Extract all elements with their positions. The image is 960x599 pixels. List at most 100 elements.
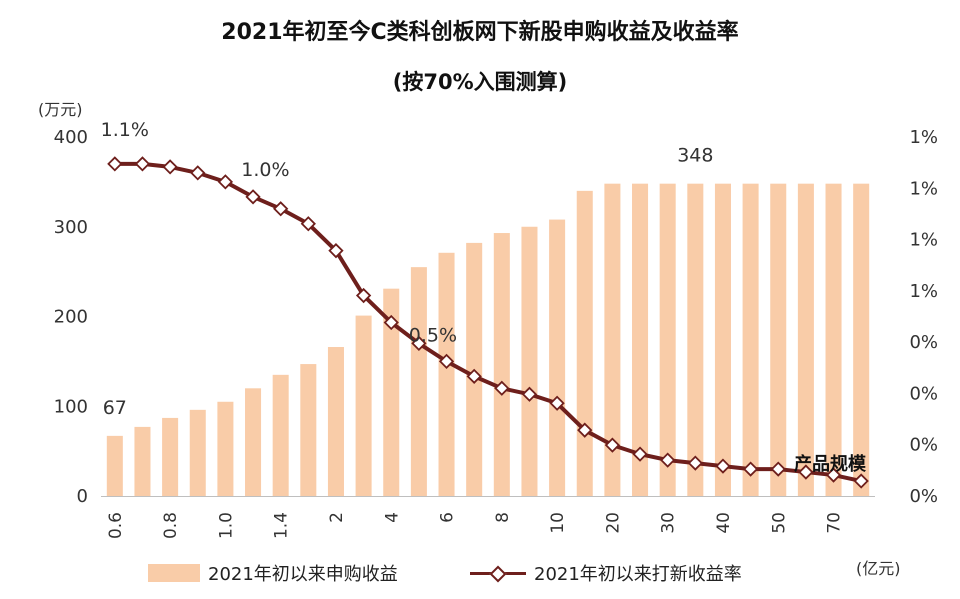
bar — [327, 347, 344, 496]
y-right-tick-label: 1% — [909, 281, 938, 302]
bar — [714, 183, 731, 497]
line-marker — [300, 216, 316, 232]
line-marker — [660, 452, 676, 468]
line-series-path — [114, 161, 862, 483]
x-tick-label: 2 — [327, 512, 347, 523]
line-marker — [604, 437, 621, 453]
bar — [438, 252, 455, 496]
bar — [410, 267, 427, 496]
line-marker — [134, 156, 151, 172]
line-marker — [245, 189, 261, 205]
bar — [797, 183, 814, 497]
y-right-tick-label: 1% — [909, 127, 938, 148]
data-label: 1.1% — [101, 119, 149, 141]
bar — [106, 435, 123, 496]
y-right-tick-label: 0% — [909, 486, 938, 507]
y-right-tick-label: 0% — [909, 383, 938, 404]
y-left-tick-label: 400 — [54, 127, 88, 148]
chart-subtitle: (按70%入围测算) — [392, 70, 568, 94]
x-tick-label: 8 — [493, 512, 513, 523]
bar — [521, 226, 538, 496]
line-marker — [825, 467, 842, 483]
line-marker — [162, 159, 178, 175]
line-marker — [190, 165, 206, 181]
legend-line-label: 2021年初以来打新收益率 — [534, 564, 742, 585]
x-tick-label: 30 — [659, 512, 679, 534]
legend-bar-swatch — [148, 564, 200, 582]
x-tick-label: 40 — [714, 512, 734, 534]
bar — [300, 364, 317, 496]
line-marker — [494, 380, 510, 396]
line-marker — [355, 287, 372, 304]
bar — [632, 183, 649, 497]
product-scale-annotation: 产品规模 — [794, 453, 867, 475]
y-right-tick-label: 1% — [909, 178, 938, 199]
x-tick-label: 50 — [769, 512, 789, 534]
data-label: 0.5% — [409, 324, 457, 346]
line-marker — [632, 446, 648, 462]
legend-item-line: 2021年初以来打新收益率 — [470, 560, 742, 586]
x-tick-label: 20 — [603, 512, 623, 534]
y-right-tick-label: 0% — [909, 435, 938, 456]
x-tick-label: 1.4 — [272, 512, 292, 539]
line-marker — [770, 461, 786, 477]
line-marker — [521, 386, 538, 402]
line-marker — [328, 243, 344, 259]
bar — [383, 288, 400, 496]
line-marker — [687, 455, 703, 471]
line-marker — [217, 174, 234, 190]
line-marker — [798, 464, 814, 480]
legend-item-bar: 2021年初以来申购收益 — [148, 560, 398, 586]
bar — [604, 183, 621, 497]
bar — [355, 315, 372, 496]
legend-line-swatch — [470, 564, 526, 582]
y-left-tick-label: 100 — [54, 396, 88, 417]
x-axis-unit-label: (亿元) — [856, 559, 901, 578]
bar — [825, 183, 842, 497]
bar — [770, 183, 787, 497]
bar — [217, 401, 234, 496]
x-tick-label: 0.8 — [161, 512, 181, 539]
bar — [134, 426, 151, 496]
y-axis-unit-label: (万元) — [38, 100, 83, 119]
line-marker — [549, 395, 565, 411]
legend-bar-label: 2021年初以来申购收益 — [208, 564, 398, 585]
chart-title: 2021年初至今C类科创板网下新股申购收益及收益率 — [221, 20, 739, 45]
data-label: 67 — [103, 397, 127, 419]
y-left-tick-label: 300 — [54, 217, 88, 238]
line-marker — [383, 314, 399, 331]
bar — [742, 183, 759, 497]
x-tick-label: 4 — [382, 512, 402, 523]
y-right-tick-label: 1% — [909, 230, 938, 251]
line-marker — [466, 368, 482, 384]
line-marker — [107, 156, 123, 172]
bar — [272, 374, 289, 496]
bar — [659, 183, 676, 497]
x-tick-label: 0.6 — [106, 512, 126, 539]
x-tick-label: 1.0 — [216, 512, 236, 539]
bar — [245, 388, 262, 496]
bar — [162, 417, 179, 496]
line-marker — [715, 458, 731, 474]
y-left-tick-label: 0 — [77, 486, 88, 507]
line-marker — [742, 461, 759, 477]
y-left-tick-label: 200 — [54, 307, 88, 328]
bar — [853, 183, 870, 497]
x-tick-label: 6 — [438, 512, 458, 523]
bar — [576, 190, 593, 496]
line-marker — [577, 422, 593, 438]
x-tick-label: 70 — [825, 512, 845, 534]
line-marker — [853, 473, 869, 489]
bar — [189, 409, 206, 496]
line-marker — [273, 201, 289, 217]
data-label: 1.0% — [241, 159, 289, 181]
bar — [493, 233, 510, 496]
data-label: 348 — [677, 145, 713, 167]
bar — [687, 183, 704, 497]
x-tick-label: 10 — [548, 512, 568, 534]
line-marker — [438, 353, 455, 370]
y-right-tick-label: 0% — [909, 332, 938, 353]
bar — [549, 219, 566, 496]
line-marker — [411, 335, 427, 352]
